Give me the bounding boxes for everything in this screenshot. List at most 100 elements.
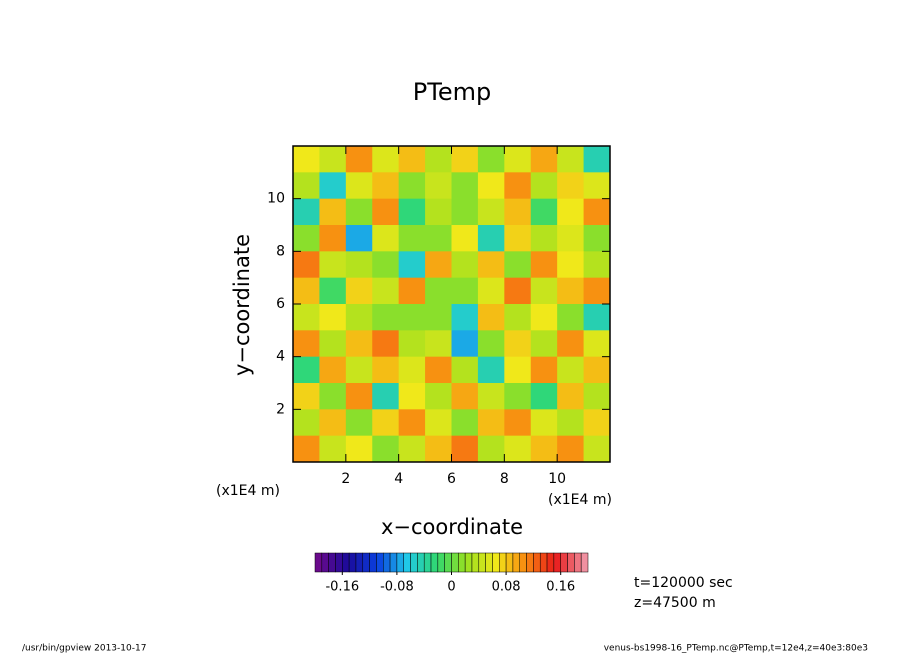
y-tick-label: 10 — [267, 191, 285, 207]
y-tick-label: 8 — [276, 243, 285, 259]
colorbar-tick-label: 0 — [447, 580, 455, 595]
footer: /usr/bin/gpview 2013-10-17 — [22, 644, 146, 654]
heatmap-cell — [451, 330, 479, 358]
heatmap-cell — [557, 172, 585, 200]
heatmap-cell — [293, 409, 320, 437]
x-unit-label: (x1E4 m) — [216, 483, 280, 499]
heatmap-cell — [345, 330, 373, 358]
heatmap-cell — [477, 435, 505, 463]
heatmap-cell — [319, 251, 347, 279]
heatmap-cell — [451, 225, 479, 252]
heatmap-cell — [504, 383, 532, 410]
heatmap-cell — [477, 383, 505, 410]
heatmap-cell — [583, 304, 611, 331]
heatmap-cell — [451, 146, 479, 173]
heatmap-cell — [451, 304, 479, 331]
heatmap-cell — [293, 330, 320, 358]
heatmap-cell — [530, 146, 558, 173]
x-tick-label: 8 — [500, 471, 509, 487]
heatmap-cell — [372, 198, 400, 226]
heatmap-cell — [504, 409, 532, 437]
annotation: z=47500 m — [634, 595, 716, 611]
heatmap-cell — [425, 409, 452, 437]
heatmap-cell — [477, 304, 505, 331]
heatmap-cell — [425, 304, 452, 331]
heatmap-cell — [451, 251, 479, 279]
colorbar-box — [389, 552, 398, 573]
heatmap-cell — [319, 409, 347, 437]
heatmap-cell — [583, 172, 611, 200]
heatmap-cell — [557, 146, 585, 173]
heatmap-cell — [398, 330, 426, 358]
heatmap-cell — [293, 146, 320, 173]
colorbar-box — [355, 552, 364, 573]
heatmap-cell — [425, 172, 452, 200]
heatmap-cell — [319, 198, 347, 226]
heatmap-cell — [319, 304, 347, 331]
colorbar-box — [464, 552, 473, 573]
heatmap-cell — [583, 435, 611, 463]
heatmap-cell — [345, 251, 373, 279]
heatmap-cell — [451, 172, 479, 200]
heatmap-cell — [425, 277, 452, 305]
heatmap-cell — [504, 277, 532, 305]
heatmap-cell — [398, 172, 426, 200]
x-axis-label: x−coordinate — [381, 515, 523, 539]
colorbar-box — [499, 552, 507, 573]
heatmap-cell — [425, 251, 452, 279]
colorbar-tick-label: -0.08 — [380, 580, 414, 595]
colorbar-box — [328, 552, 336, 573]
heatmap-cell — [504, 304, 532, 331]
colorbar-box — [444, 552, 452, 573]
heatmap-cell — [398, 383, 426, 410]
heatmap-cell — [504, 356, 532, 384]
chart-title: PTemp — [413, 78, 491, 106]
colorbar-tick-label: 0.16 — [546, 580, 575, 595]
heatmap-cell — [477, 251, 505, 279]
heatmap-cell — [530, 330, 558, 358]
x-unit-label: (x1E4 m) — [548, 492, 612, 508]
heatmap-cell — [557, 304, 585, 331]
heatmap-cell — [557, 409, 585, 437]
heatmap-cell — [477, 356, 505, 384]
x-tick-label: 6 — [447, 471, 456, 487]
heatmap-cell — [372, 409, 400, 437]
y-tick-label: 4 — [276, 349, 285, 365]
heatmap-cell — [293, 304, 320, 331]
heatmap-cell — [345, 409, 373, 437]
heatmap-cell — [345, 435, 373, 463]
heatmap-cell — [293, 198, 320, 226]
heatmap-cell — [557, 356, 585, 384]
colorbar-box — [574, 552, 582, 573]
heatmap-cell — [372, 172, 400, 200]
heatmap-cell — [345, 225, 373, 252]
heatmap-cell — [398, 409, 426, 437]
heatmap-cell — [557, 198, 585, 226]
colorbar-box — [430, 552, 439, 573]
y-tick-label: 6 — [276, 296, 285, 312]
heatmap-cell — [477, 225, 505, 252]
heatmap-cell — [557, 383, 585, 410]
x-tick-label: 2 — [341, 471, 350, 487]
heatmap-cell — [583, 277, 611, 305]
annotation: t=120000 sec — [634, 575, 733, 591]
colorbar-box — [471, 552, 480, 573]
heatmap-cell — [451, 198, 479, 226]
heatmap-cell — [451, 409, 479, 437]
heatmap-cell — [372, 383, 400, 410]
heatmap-cell — [372, 356, 400, 384]
colorbar-box — [485, 552, 493, 573]
heatmap-cell — [477, 146, 505, 173]
heatmap-cell — [451, 356, 479, 384]
heatmap-cell — [583, 330, 611, 358]
heatmap-cell — [319, 383, 347, 410]
colorbar-box — [417, 552, 425, 573]
heatmap-cell — [345, 277, 373, 305]
heatmap-cell — [345, 356, 373, 384]
heatmap-cell — [425, 383, 452, 410]
heatmap-cell — [398, 251, 426, 279]
heatmap-cell — [530, 172, 558, 200]
heatmap-cell — [293, 225, 320, 252]
heatmap-cell — [530, 251, 558, 279]
heatmap-cell — [504, 435, 532, 463]
